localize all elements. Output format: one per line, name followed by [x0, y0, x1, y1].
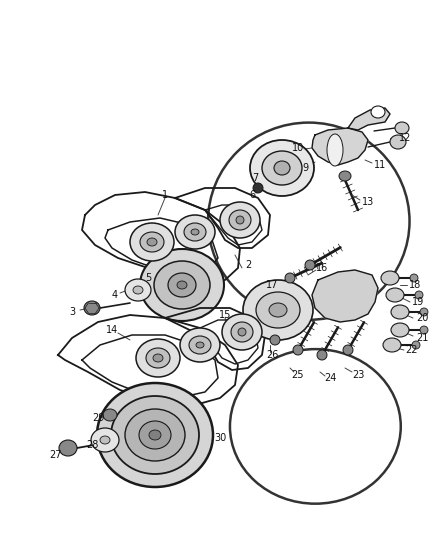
Circle shape: [343, 345, 353, 355]
Ellipse shape: [262, 151, 302, 185]
Text: 26: 26: [266, 350, 278, 360]
Ellipse shape: [230, 349, 401, 504]
Circle shape: [253, 183, 263, 193]
Ellipse shape: [97, 383, 213, 487]
Ellipse shape: [146, 348, 170, 368]
Ellipse shape: [391, 305, 409, 319]
Ellipse shape: [189, 336, 211, 354]
Text: 12: 12: [399, 133, 411, 143]
Ellipse shape: [231, 322, 253, 342]
Text: 5: 5: [145, 273, 151, 283]
Text: 21: 21: [416, 333, 428, 343]
Ellipse shape: [256, 292, 300, 328]
Ellipse shape: [149, 430, 161, 440]
Circle shape: [412, 341, 420, 349]
Text: 10: 10: [292, 143, 304, 153]
Text: 28: 28: [86, 440, 98, 450]
Ellipse shape: [243, 280, 313, 340]
Circle shape: [415, 291, 423, 299]
Text: 7: 7: [252, 173, 258, 183]
Ellipse shape: [125, 409, 185, 461]
Ellipse shape: [180, 328, 220, 362]
Ellipse shape: [175, 215, 215, 249]
Text: 27: 27: [49, 450, 61, 460]
Ellipse shape: [386, 288, 404, 302]
Circle shape: [420, 308, 428, 316]
Ellipse shape: [100, 436, 110, 444]
Text: 25: 25: [292, 370, 304, 380]
Text: 9: 9: [302, 163, 308, 173]
Ellipse shape: [91, 428, 119, 452]
Circle shape: [410, 274, 418, 282]
Circle shape: [317, 350, 327, 360]
Text: 2: 2: [245, 260, 251, 270]
Circle shape: [285, 273, 295, 283]
Polygon shape: [348, 108, 390, 130]
Text: 4: 4: [112, 290, 118, 300]
Text: 23: 23: [352, 370, 364, 380]
Circle shape: [305, 260, 315, 270]
Ellipse shape: [103, 409, 117, 421]
Ellipse shape: [184, 223, 206, 241]
Ellipse shape: [383, 338, 401, 352]
Text: 24: 24: [324, 373, 336, 383]
Text: 22: 22: [406, 345, 418, 355]
Ellipse shape: [269, 303, 287, 317]
Ellipse shape: [153, 354, 163, 362]
Text: 16: 16: [316, 263, 328, 273]
Ellipse shape: [168, 273, 196, 297]
Text: 14: 14: [106, 325, 118, 335]
Ellipse shape: [125, 279, 151, 301]
Ellipse shape: [133, 286, 143, 294]
Ellipse shape: [395, 122, 409, 134]
Ellipse shape: [327, 134, 343, 166]
Ellipse shape: [381, 271, 399, 285]
Ellipse shape: [139, 421, 171, 449]
Circle shape: [293, 345, 303, 355]
Text: 20: 20: [416, 313, 428, 323]
Ellipse shape: [130, 223, 174, 261]
Ellipse shape: [220, 202, 260, 238]
Ellipse shape: [196, 342, 204, 348]
Text: 1: 1: [162, 190, 168, 200]
Ellipse shape: [140, 232, 164, 252]
Ellipse shape: [229, 210, 251, 230]
Text: 11: 11: [374, 160, 386, 170]
Ellipse shape: [236, 216, 244, 224]
Ellipse shape: [140, 249, 224, 321]
Ellipse shape: [208, 123, 410, 320]
Ellipse shape: [177, 281, 187, 289]
Text: 19: 19: [412, 297, 424, 307]
Ellipse shape: [390, 135, 406, 149]
Ellipse shape: [191, 229, 199, 235]
Ellipse shape: [154, 261, 210, 309]
Ellipse shape: [136, 339, 180, 377]
Polygon shape: [312, 128, 368, 165]
Ellipse shape: [339, 171, 351, 181]
Text: 29: 29: [92, 413, 104, 423]
Text: 15: 15: [219, 310, 231, 320]
Text: 17: 17: [266, 280, 278, 290]
Ellipse shape: [59, 440, 77, 456]
Circle shape: [420, 326, 428, 334]
Ellipse shape: [84, 301, 100, 315]
Text: 6: 6: [249, 190, 255, 200]
Circle shape: [270, 335, 280, 345]
Text: 18: 18: [409, 280, 421, 290]
Ellipse shape: [111, 396, 199, 474]
Text: 3: 3: [69, 307, 75, 317]
Ellipse shape: [371, 106, 385, 118]
Polygon shape: [312, 270, 378, 322]
Ellipse shape: [391, 323, 409, 337]
Ellipse shape: [250, 140, 314, 196]
Text: 13: 13: [362, 197, 374, 207]
Ellipse shape: [147, 238, 157, 246]
Ellipse shape: [222, 314, 262, 350]
Ellipse shape: [238, 328, 246, 336]
Text: 30: 30: [214, 433, 226, 443]
Ellipse shape: [274, 161, 290, 175]
